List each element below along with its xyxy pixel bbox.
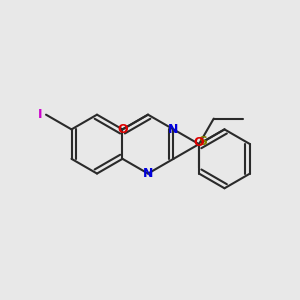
- Text: N: N: [143, 167, 153, 180]
- Text: O: O: [117, 123, 128, 136]
- Text: I: I: [38, 108, 42, 121]
- Text: O: O: [194, 136, 204, 149]
- Text: N: N: [168, 123, 179, 136]
- Text: S: S: [198, 135, 207, 148]
